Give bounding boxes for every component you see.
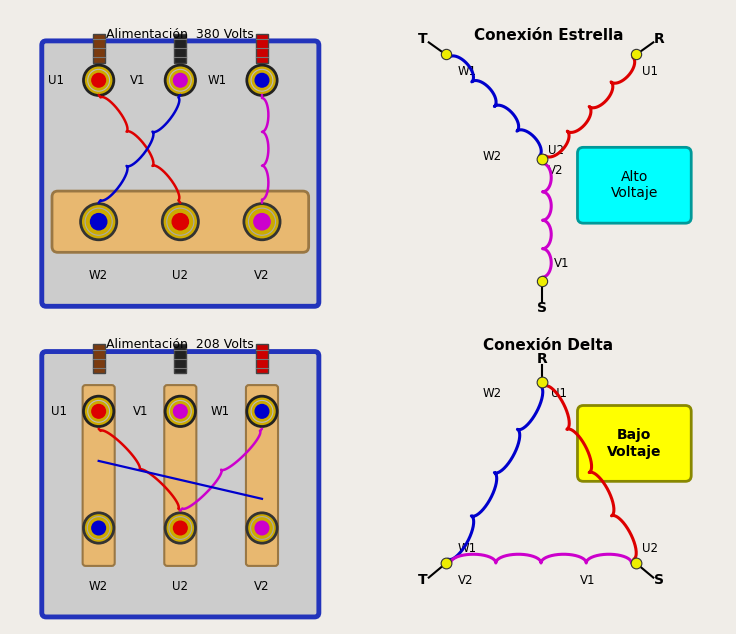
- Bar: [174, 34, 186, 63]
- FancyBboxPatch shape: [578, 406, 691, 481]
- Text: V1: V1: [132, 405, 148, 418]
- Circle shape: [254, 214, 270, 230]
- Bar: [93, 344, 105, 373]
- Text: V2: V2: [458, 574, 473, 587]
- Circle shape: [247, 396, 277, 427]
- Circle shape: [255, 404, 269, 418]
- Circle shape: [92, 74, 105, 87]
- Text: W2: W2: [483, 150, 502, 162]
- Text: U2: U2: [172, 580, 188, 593]
- Text: U2: U2: [172, 269, 188, 282]
- Text: U1: U1: [642, 65, 658, 78]
- Text: U2: U2: [548, 144, 565, 157]
- Circle shape: [83, 513, 114, 543]
- Bar: [256, 344, 268, 373]
- FancyBboxPatch shape: [82, 385, 115, 566]
- Circle shape: [83, 396, 114, 427]
- Text: W1: W1: [208, 74, 227, 87]
- Text: V1: V1: [130, 74, 145, 87]
- Text: U1: U1: [48, 74, 63, 87]
- Circle shape: [162, 204, 199, 240]
- FancyBboxPatch shape: [42, 351, 319, 617]
- Text: W1: W1: [458, 542, 477, 555]
- Circle shape: [174, 74, 187, 87]
- Point: [440, 49, 452, 59]
- Text: Alimentación  380 Volts: Alimentación 380 Volts: [107, 28, 254, 41]
- Circle shape: [174, 521, 187, 535]
- FancyBboxPatch shape: [42, 41, 319, 306]
- Circle shape: [255, 74, 269, 87]
- Circle shape: [80, 204, 117, 240]
- Circle shape: [247, 65, 277, 96]
- Point: [630, 49, 642, 59]
- Circle shape: [255, 521, 269, 535]
- Circle shape: [174, 404, 187, 418]
- Text: W2: W2: [89, 269, 108, 282]
- Text: U1: U1: [551, 387, 567, 400]
- Bar: [93, 34, 105, 63]
- Text: T: T: [418, 574, 428, 588]
- Text: W1: W1: [458, 65, 477, 78]
- Circle shape: [165, 65, 196, 96]
- FancyBboxPatch shape: [164, 385, 197, 566]
- Circle shape: [92, 521, 105, 535]
- Point: [440, 558, 452, 568]
- Text: U1: U1: [51, 405, 66, 418]
- Bar: [174, 344, 186, 373]
- Circle shape: [247, 513, 277, 543]
- Text: V2: V2: [254, 580, 269, 593]
- Circle shape: [91, 214, 107, 230]
- Text: V1: V1: [579, 574, 595, 587]
- Bar: [256, 34, 268, 63]
- Circle shape: [83, 65, 114, 96]
- Text: Conexión Estrella: Conexión Estrella: [473, 28, 623, 42]
- Text: W2: W2: [483, 387, 502, 400]
- Text: R: R: [654, 32, 665, 46]
- Point: [537, 154, 548, 164]
- FancyBboxPatch shape: [52, 191, 308, 252]
- Circle shape: [92, 404, 105, 418]
- Point: [537, 377, 548, 387]
- Text: S: S: [537, 301, 548, 314]
- Text: Conexión Delta: Conexión Delta: [484, 339, 613, 353]
- Circle shape: [165, 396, 196, 427]
- Point: [630, 558, 642, 568]
- Text: W2: W2: [89, 580, 108, 593]
- Text: V2: V2: [254, 269, 269, 282]
- Circle shape: [172, 214, 188, 230]
- Text: Bajo
Voltaje: Bajo Voltaje: [607, 429, 662, 458]
- Text: S: S: [654, 574, 664, 588]
- Circle shape: [244, 204, 280, 240]
- Text: W1: W1: [210, 405, 230, 418]
- Text: U2: U2: [642, 542, 658, 555]
- Point: [537, 276, 548, 287]
- Text: T: T: [418, 32, 428, 46]
- Text: Alimentación  208 Volts: Alimentación 208 Volts: [107, 339, 254, 351]
- Text: V2: V2: [548, 164, 564, 177]
- FancyBboxPatch shape: [246, 385, 278, 566]
- FancyBboxPatch shape: [578, 147, 691, 223]
- Circle shape: [165, 513, 196, 543]
- Text: Alto
Voltaje: Alto Voltaje: [611, 170, 658, 200]
- Text: V1: V1: [554, 257, 570, 271]
- Text: R: R: [537, 352, 548, 366]
